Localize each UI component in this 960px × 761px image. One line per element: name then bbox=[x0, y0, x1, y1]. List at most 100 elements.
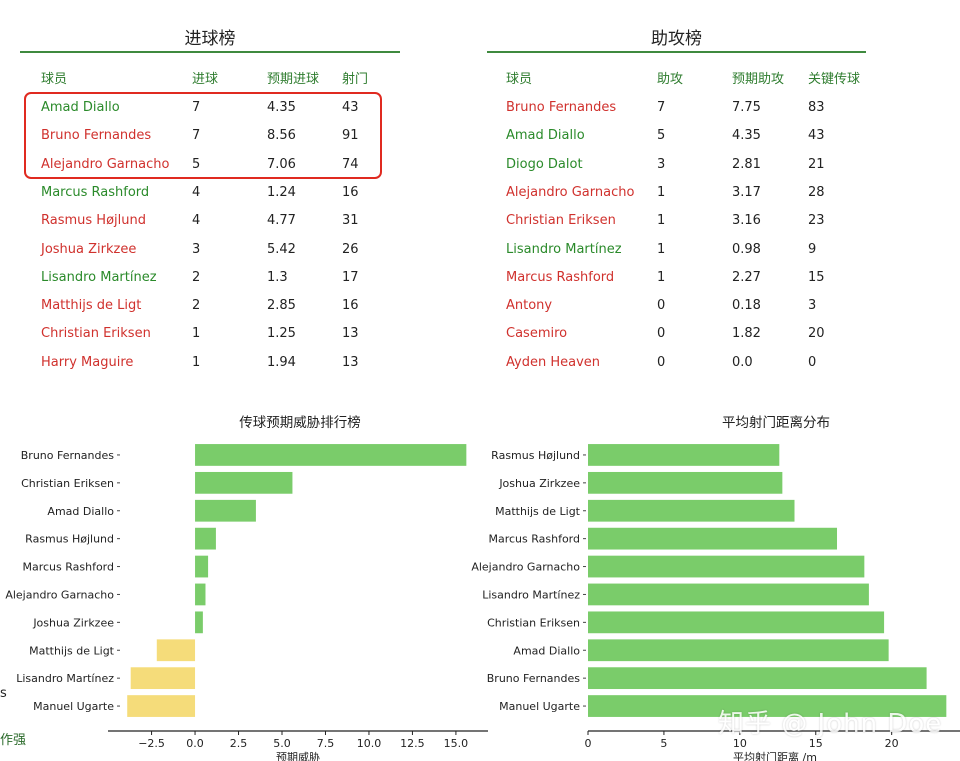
assists-table-rule bbox=[487, 51, 866, 53]
assists-row: Amad Diallo 5 4.35 43 bbox=[480, 126, 960, 146]
bar bbox=[127, 695, 196, 717]
bar bbox=[588, 695, 947, 717]
assists-row: Casemiro 0 1.82 20 bbox=[480, 324, 960, 344]
assists-row: Ayden Heaven 0 0.0 0 bbox=[480, 353, 960, 373]
bar bbox=[130, 667, 196, 690]
stat-cell: 1 bbox=[657, 184, 666, 200]
player-name: Marcus Rashford bbox=[41, 184, 150, 200]
bar bbox=[195, 499, 256, 522]
stat-cell: 5 bbox=[192, 156, 201, 172]
stat-cell: 7 bbox=[192, 128, 201, 144]
stat-cell: 2.81 bbox=[732, 156, 761, 172]
player-name: Harry Maguire bbox=[41, 354, 134, 370]
category-label: Marcus Rashford bbox=[488, 533, 580, 546]
stat-cell: 2.27 bbox=[732, 269, 761, 285]
category-label: Matthijs de Ligt bbox=[495, 505, 581, 518]
player-name: Bruno Fernandes bbox=[506, 100, 617, 115]
goals-row: Amad Diallo 7 4.35 43 bbox=[0, 98, 480, 118]
player-name: Marcus Rashford bbox=[506, 269, 615, 285]
category-label: Amad Diallo bbox=[513, 644, 580, 657]
xt-chart: Bruno Fernandes Christian Eriksen Amad Dia… bbox=[5, 444, 488, 761]
stat-cell: 2 bbox=[192, 298, 201, 314]
category-label: Rasmus Højlund bbox=[491, 449, 580, 462]
stat-cell: 1 bbox=[192, 326, 201, 342]
bar bbox=[195, 555, 209, 578]
x-tick-label: 20 bbox=[885, 737, 899, 750]
assists-row: Marcus Rashford 1 2.27 15 bbox=[480, 268, 960, 288]
stat-cell: 1 bbox=[657, 241, 666, 257]
stat-cell: 0.18 bbox=[732, 298, 761, 314]
stat-cell: 4 bbox=[192, 184, 201, 200]
category-label: Lisandro Martínez bbox=[16, 672, 114, 685]
assists-table-header: 球员 助攻 预期助攻 关键传球 bbox=[480, 70, 960, 90]
goals-row: Marcus Rashford 4 1.24 16 bbox=[0, 183, 480, 203]
stat-cell: 31 bbox=[342, 213, 359, 229]
player-name: Christian Eriksen bbox=[41, 326, 151, 342]
x-axis-label: 平均射门距离 /m bbox=[733, 750, 817, 761]
stat-cell: 9 bbox=[808, 241, 817, 257]
stat-cell: 2.85 bbox=[267, 298, 296, 314]
edge-fragment-s: s bbox=[0, 686, 7, 701]
header-goals: 进球 bbox=[192, 72, 219, 87]
x-axis-label: 预期威胁 bbox=[276, 750, 320, 761]
bar bbox=[156, 639, 196, 662]
x-tick-label: 12.5 bbox=[400, 737, 425, 750]
category-label: Joshua Zirkzee bbox=[32, 616, 114, 629]
stat-cell: 1.24 bbox=[267, 184, 296, 200]
stat-cell: 1 bbox=[192, 354, 201, 370]
stat-cell: 4.35 bbox=[267, 100, 296, 115]
stat-cell: 7 bbox=[657, 100, 666, 115]
assists-row: Alejandro Garnacho 1 3.17 28 bbox=[480, 183, 960, 203]
stat-cell: 1.82 bbox=[732, 326, 761, 342]
stat-cell: 4.77 bbox=[267, 213, 296, 229]
player-name: Lisandro Martínez bbox=[41, 269, 157, 285]
x-tick-label: 10.0 bbox=[357, 737, 382, 750]
stat-cell: 3 bbox=[192, 241, 201, 257]
category-label: Christian Eriksen bbox=[487, 616, 580, 629]
player-name: Joshua Zirkzee bbox=[41, 241, 137, 257]
goals-row: Harry Maguire 1 1.94 13 bbox=[0, 353, 480, 373]
category-label: Manuel Ugarte bbox=[33, 700, 114, 713]
assists-row: Diogo Dalot 3 2.81 21 bbox=[480, 155, 960, 175]
player-name: Matthijs de Ligt bbox=[41, 298, 142, 314]
header-key-passes: 关键传球 bbox=[808, 72, 861, 87]
bar bbox=[588, 639, 889, 662]
stat-cell: 23 bbox=[808, 213, 825, 229]
stat-cell: 16 bbox=[342, 184, 359, 200]
stat-cell: 13 bbox=[342, 326, 359, 342]
stat-cell: 1.94 bbox=[267, 354, 296, 370]
stat-cell: 16 bbox=[342, 298, 359, 314]
stat-cell: 43 bbox=[808, 128, 825, 144]
top-scorers-highlight bbox=[24, 92, 382, 179]
stat-cell: 1.25 bbox=[267, 326, 296, 342]
goals-row: Matthijs de Ligt 2 2.85 16 bbox=[0, 296, 480, 316]
stat-cell: 3.17 bbox=[732, 184, 761, 200]
stat-cell: 83 bbox=[808, 100, 825, 115]
stat-cell: 4 bbox=[192, 213, 201, 229]
bar bbox=[588, 667, 927, 690]
goals-table: 进球榜 球员 进球 预期进球 射门 Amad Diallo 7 4.35 43 Brun… bbox=[0, 0, 480, 390]
stat-cell: 28 bbox=[808, 184, 825, 200]
stat-cell: 3 bbox=[808, 298, 817, 314]
assists-row: Antony 0 0.18 3 bbox=[480, 296, 960, 316]
category-label: Bruno Fernandes bbox=[21, 449, 114, 462]
goals-table-header: 球员 进球 预期进球 射门 bbox=[0, 70, 480, 90]
goals-row: Rasmus Højlund 4 4.77 31 bbox=[0, 211, 480, 231]
watermark: 知乎 @ John Doe bbox=[718, 709, 943, 739]
player-name: Lisandro Martínez bbox=[506, 241, 622, 257]
player-name: Rasmus Højlund bbox=[41, 213, 146, 229]
assists-table: 助攻榜 球员 助攻 预期助攻 关键传球 Bruno Fernandes 7 7.75… bbox=[480, 0, 960, 390]
stat-cell: 20 bbox=[808, 326, 825, 342]
x-tick-label: 15 bbox=[809, 737, 823, 750]
player-name: Amad Diallo bbox=[506, 128, 585, 144]
shot-distance-chart-title: 平均射门距离分布 bbox=[722, 415, 830, 431]
category-label: Matthijs de Ligt bbox=[29, 644, 115, 657]
goals-row: Christian Eriksen 1 1.25 13 bbox=[0, 324, 480, 344]
bar bbox=[588, 499, 795, 522]
category-label: Joshua Zirkzee bbox=[498, 477, 580, 490]
bar bbox=[588, 583, 869, 606]
goals-table-title: 进球榜 bbox=[184, 29, 236, 49]
stat-cell: 1 bbox=[657, 269, 666, 285]
player-name: Bruno Fernandes bbox=[41, 128, 152, 144]
player-name: Alejandro Garnacho bbox=[41, 156, 170, 172]
